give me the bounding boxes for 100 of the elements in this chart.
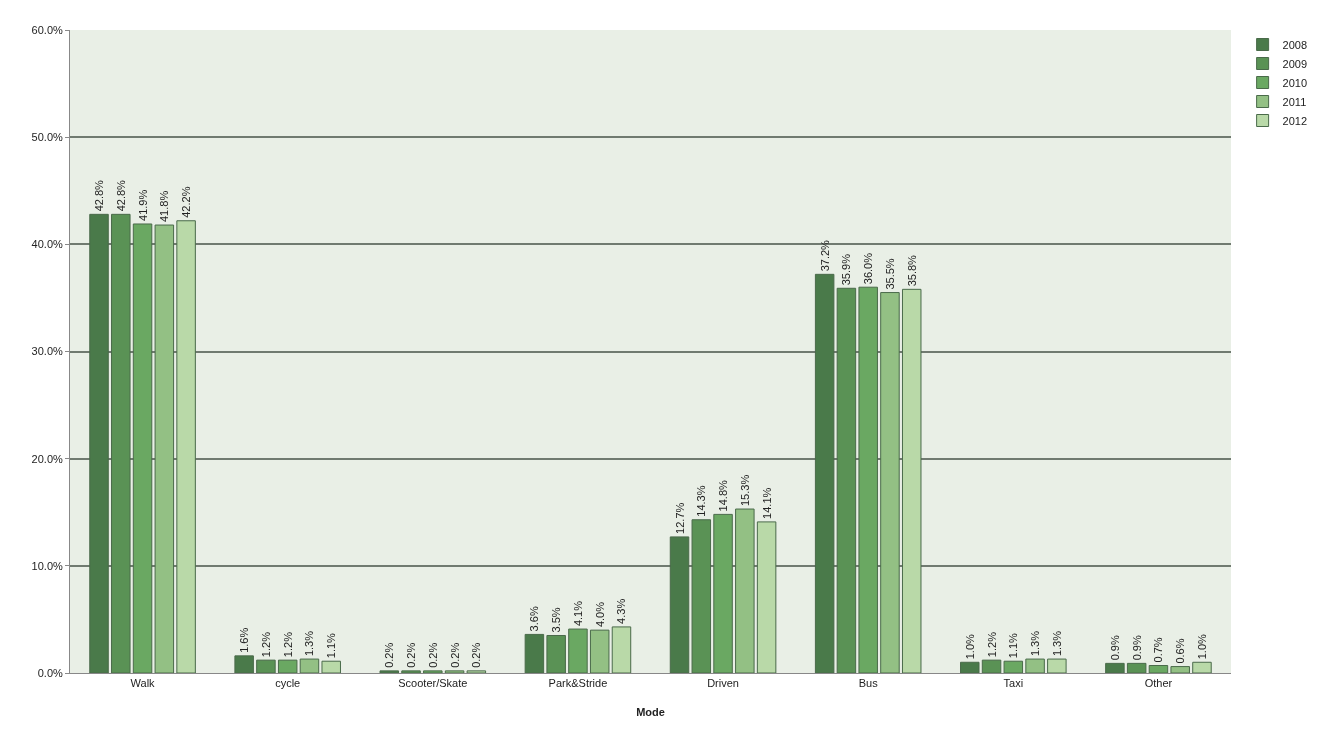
bar [669, 536, 690, 673]
bar [836, 287, 857, 673]
data-label: 1.2% [281, 631, 294, 658]
bar [234, 655, 254, 673]
x-tick-label: Walk [130, 677, 156, 690]
bar [691, 519, 712, 673]
bar [981, 659, 1002, 673]
bar [277, 659, 298, 673]
data-label: 41.8% [158, 190, 171, 223]
bar [89, 213, 109, 673]
data-label: 0.2% [470, 642, 483, 668]
bar [589, 629, 610, 673]
data-label: 0.2% [405, 642, 418, 668]
x-tick-label: cycle [275, 677, 301, 690]
data-label: 3.5% [550, 607, 563, 633]
legend-label: 2010 [1282, 76, 1308, 89]
data-label: 1.1% [1007, 632, 1020, 659]
data-label: 0.6% [1174, 638, 1187, 664]
bar [568, 628, 588, 673]
data-label: 1.3% [1050, 630, 1063, 657]
data-label: 42.8% [93, 179, 106, 212]
data-label: 14.8% [717, 479, 730, 512]
data-label: 0.2% [448, 642, 461, 668]
data-label: 35.5% [883, 258, 896, 290]
bar [256, 659, 276, 673]
bar [1047, 658, 1067, 673]
bar [111, 213, 131, 673]
data-label: 1.0% [963, 633, 976, 660]
data-label: 1.2% [985, 631, 998, 658]
bar [1003, 660, 1024, 673]
bar [880, 292, 900, 673]
data-label: 0.9% [1108, 635, 1121, 661]
x-tick-label: Scooter/Skate [398, 677, 468, 690]
legend-label: 2009 [1282, 57, 1308, 70]
data-label: 14.3% [695, 485, 708, 517]
x-tick-label: Park&Stride [548, 677, 608, 690]
bar [756, 521, 777, 673]
data-label: 1.6% [238, 627, 251, 653]
data-label: 1.2% [259, 631, 272, 658]
y-tick-label: 30.0% [31, 345, 64, 358]
data-label: 4.0% [593, 601, 606, 628]
data-label: 12.7% [673, 502, 686, 534]
y-tick-label: 50.0% [31, 131, 64, 144]
data-label: 0.2% [383, 642, 396, 668]
data-label: 4.3% [615, 598, 628, 624]
data-label: 1.1% [325, 632, 338, 659]
data-label: 42.2% [180, 186, 193, 218]
x-tick-label: Other [1144, 677, 1173, 690]
data-label: 14.1% [760, 487, 773, 519]
bar [321, 660, 341, 673]
bar [466, 670, 487, 673]
bar [546, 634, 566, 673]
legend-label: 2011 [1282, 95, 1307, 108]
bar [1025, 658, 1045, 673]
bar [901, 288, 922, 673]
data-label: 41.9% [136, 189, 149, 221]
bar [401, 670, 421, 673]
data-label: 3.6% [528, 606, 541, 632]
data-label: 0.7% [1152, 637, 1165, 663]
bar [524, 633, 545, 673]
bar [814, 273, 835, 673]
bar [858, 286, 878, 673]
y-tick-label: 0.0% [37, 666, 64, 679]
data-label: 36.0% [862, 252, 875, 285]
bar [423, 670, 443, 673]
legend-label: 2008 [1282, 38, 1308, 51]
bar [154, 224, 175, 673]
bar [379, 670, 400, 673]
data-label: 0.9% [1130, 635, 1143, 661]
data-label: 1.3% [1029, 630, 1042, 657]
bar [176, 220, 196, 673]
bar [444, 670, 465, 673]
bar [1126, 662, 1147, 673]
x-tick-label: Driven [707, 677, 739, 690]
bar [1105, 662, 1125, 673]
y-tick-label: 20.0% [31, 452, 64, 465]
data-label: 4.1% [571, 600, 584, 627]
x-tick-label: Taxi [1003, 677, 1024, 690]
x-axis-title: Mode [636, 706, 665, 718]
legend-label: 2012 [1282, 114, 1308, 127]
x-tick-label: Bus [858, 677, 879, 690]
bar [1170, 666, 1190, 673]
bar [735, 508, 755, 673]
data-label: 1.0% [1195, 633, 1208, 660]
bar [132, 223, 153, 673]
data-label: 37.2% [818, 239, 831, 272]
data-label: 42.8% [114, 179, 127, 212]
data-label: 15.3% [738, 474, 751, 507]
bar [299, 658, 320, 673]
data-label: 1.3% [303, 630, 316, 657]
y-tick-label: 10.0% [31, 559, 64, 572]
bar [1192, 661, 1212, 673]
bar [960, 661, 980, 673]
data-label: 35.9% [840, 253, 853, 286]
bar [611, 626, 632, 673]
data-label: 35.8% [905, 254, 918, 287]
data-label: 0.2% [426, 642, 439, 668]
bar [1148, 665, 1169, 673]
y-tick-label: 40.0% [31, 238, 64, 251]
y-tick-label: 60.0% [31, 23, 64, 36]
